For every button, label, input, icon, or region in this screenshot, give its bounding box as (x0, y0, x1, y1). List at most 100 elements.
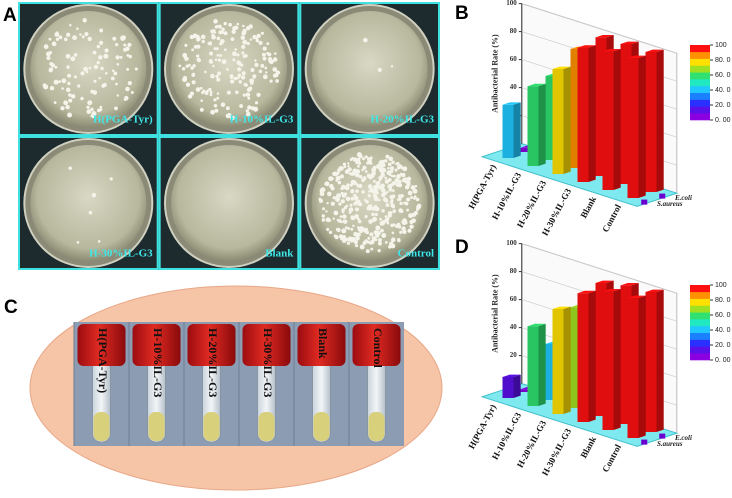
colony (390, 65, 394, 68)
colony (407, 180, 411, 184)
colony (371, 167, 377, 173)
colony (357, 219, 362, 224)
colony (239, 104, 244, 108)
colony (83, 66, 89, 72)
colony (236, 53, 240, 57)
colony (353, 201, 357, 206)
colony (322, 207, 326, 211)
colony (391, 194, 396, 199)
bar (502, 104, 514, 158)
colony (85, 70, 89, 74)
bar-side (513, 102, 521, 158)
colony (61, 87, 64, 90)
colony (185, 64, 189, 68)
colony (241, 51, 245, 55)
colony (221, 27, 225, 31)
colony (353, 231, 358, 237)
colony (386, 217, 390, 221)
colony (384, 176, 388, 180)
colony (247, 96, 251, 100)
colorbar-segment (690, 285, 710, 293)
colony (103, 55, 107, 59)
colony (124, 95, 129, 101)
colony (213, 31, 217, 34)
colony (254, 62, 259, 68)
colony (409, 224, 414, 229)
colony (86, 109, 92, 114)
colony (48, 51, 53, 55)
colony (76, 27, 79, 30)
colony (96, 44, 101, 49)
bar-side (638, 55, 646, 198)
colony (77, 84, 81, 88)
bar (570, 307, 582, 408)
colony (238, 63, 242, 67)
colony (335, 177, 339, 181)
colony (191, 48, 195, 52)
colony (416, 203, 422, 209)
colony (123, 43, 127, 47)
colony (262, 56, 267, 61)
colony (401, 178, 407, 183)
colony (115, 55, 120, 60)
colony (213, 47, 217, 51)
colony (357, 202, 360, 206)
colorbar-label: 40. 0 (715, 87, 731, 94)
x-tick-label: Blank (578, 195, 598, 220)
colony (370, 247, 374, 251)
colony (350, 227, 354, 231)
colony (104, 71, 108, 75)
colony (363, 37, 368, 43)
colony (63, 37, 68, 42)
colony (351, 156, 354, 160)
tube-label: H-20%IL-G3 (206, 328, 220, 397)
colony (110, 76, 115, 81)
colony (380, 192, 386, 198)
panel-c: H(PGA-Tyr) H-10%IL-G3 H-20%IL-G3 H-30%IL-G3… (73, 322, 401, 446)
colony (347, 164, 350, 168)
colony (199, 86, 203, 90)
colony (49, 62, 54, 66)
colony (367, 194, 371, 198)
colony (58, 80, 62, 84)
dish-label: H-20%IL-G3 (370, 114, 434, 126)
colony (336, 218, 340, 222)
colony (200, 34, 206, 40)
colony (90, 107, 94, 112)
colony (70, 94, 76, 99)
colony (386, 170, 390, 174)
colony (65, 32, 71, 37)
bar (620, 44, 632, 184)
colony (245, 92, 251, 97)
colony (68, 166, 72, 170)
colony (196, 38, 200, 42)
colony (413, 195, 417, 199)
legend-marker (641, 439, 648, 445)
colony (236, 22, 240, 26)
colony (178, 64, 182, 68)
colony (336, 227, 341, 233)
colony (128, 54, 133, 59)
bar (527, 86, 539, 166)
colony (130, 90, 134, 94)
colony (92, 90, 98, 95)
colony (354, 214, 359, 219)
colony (219, 41, 223, 46)
colony (213, 98, 217, 102)
colony (328, 230, 333, 235)
y-axis-label: Antibacterial Rate (%) (491, 34, 500, 113)
colony (63, 100, 69, 106)
bar (645, 52, 657, 192)
colony (381, 167, 387, 173)
colony (330, 201, 335, 206)
colorbar-segment (690, 325, 710, 334)
colony (91, 111, 97, 117)
panel-label: B (455, 3, 469, 24)
tube-cap (132, 324, 181, 366)
colony (355, 189, 359, 194)
colony (258, 69, 263, 74)
panel-a: H(PGA-Tyr) H-10%IL-G3 H-20%IL-G3 H-30%IL-G3… (18, 2, 441, 270)
colony (211, 33, 215, 37)
colony (65, 87, 71, 93)
